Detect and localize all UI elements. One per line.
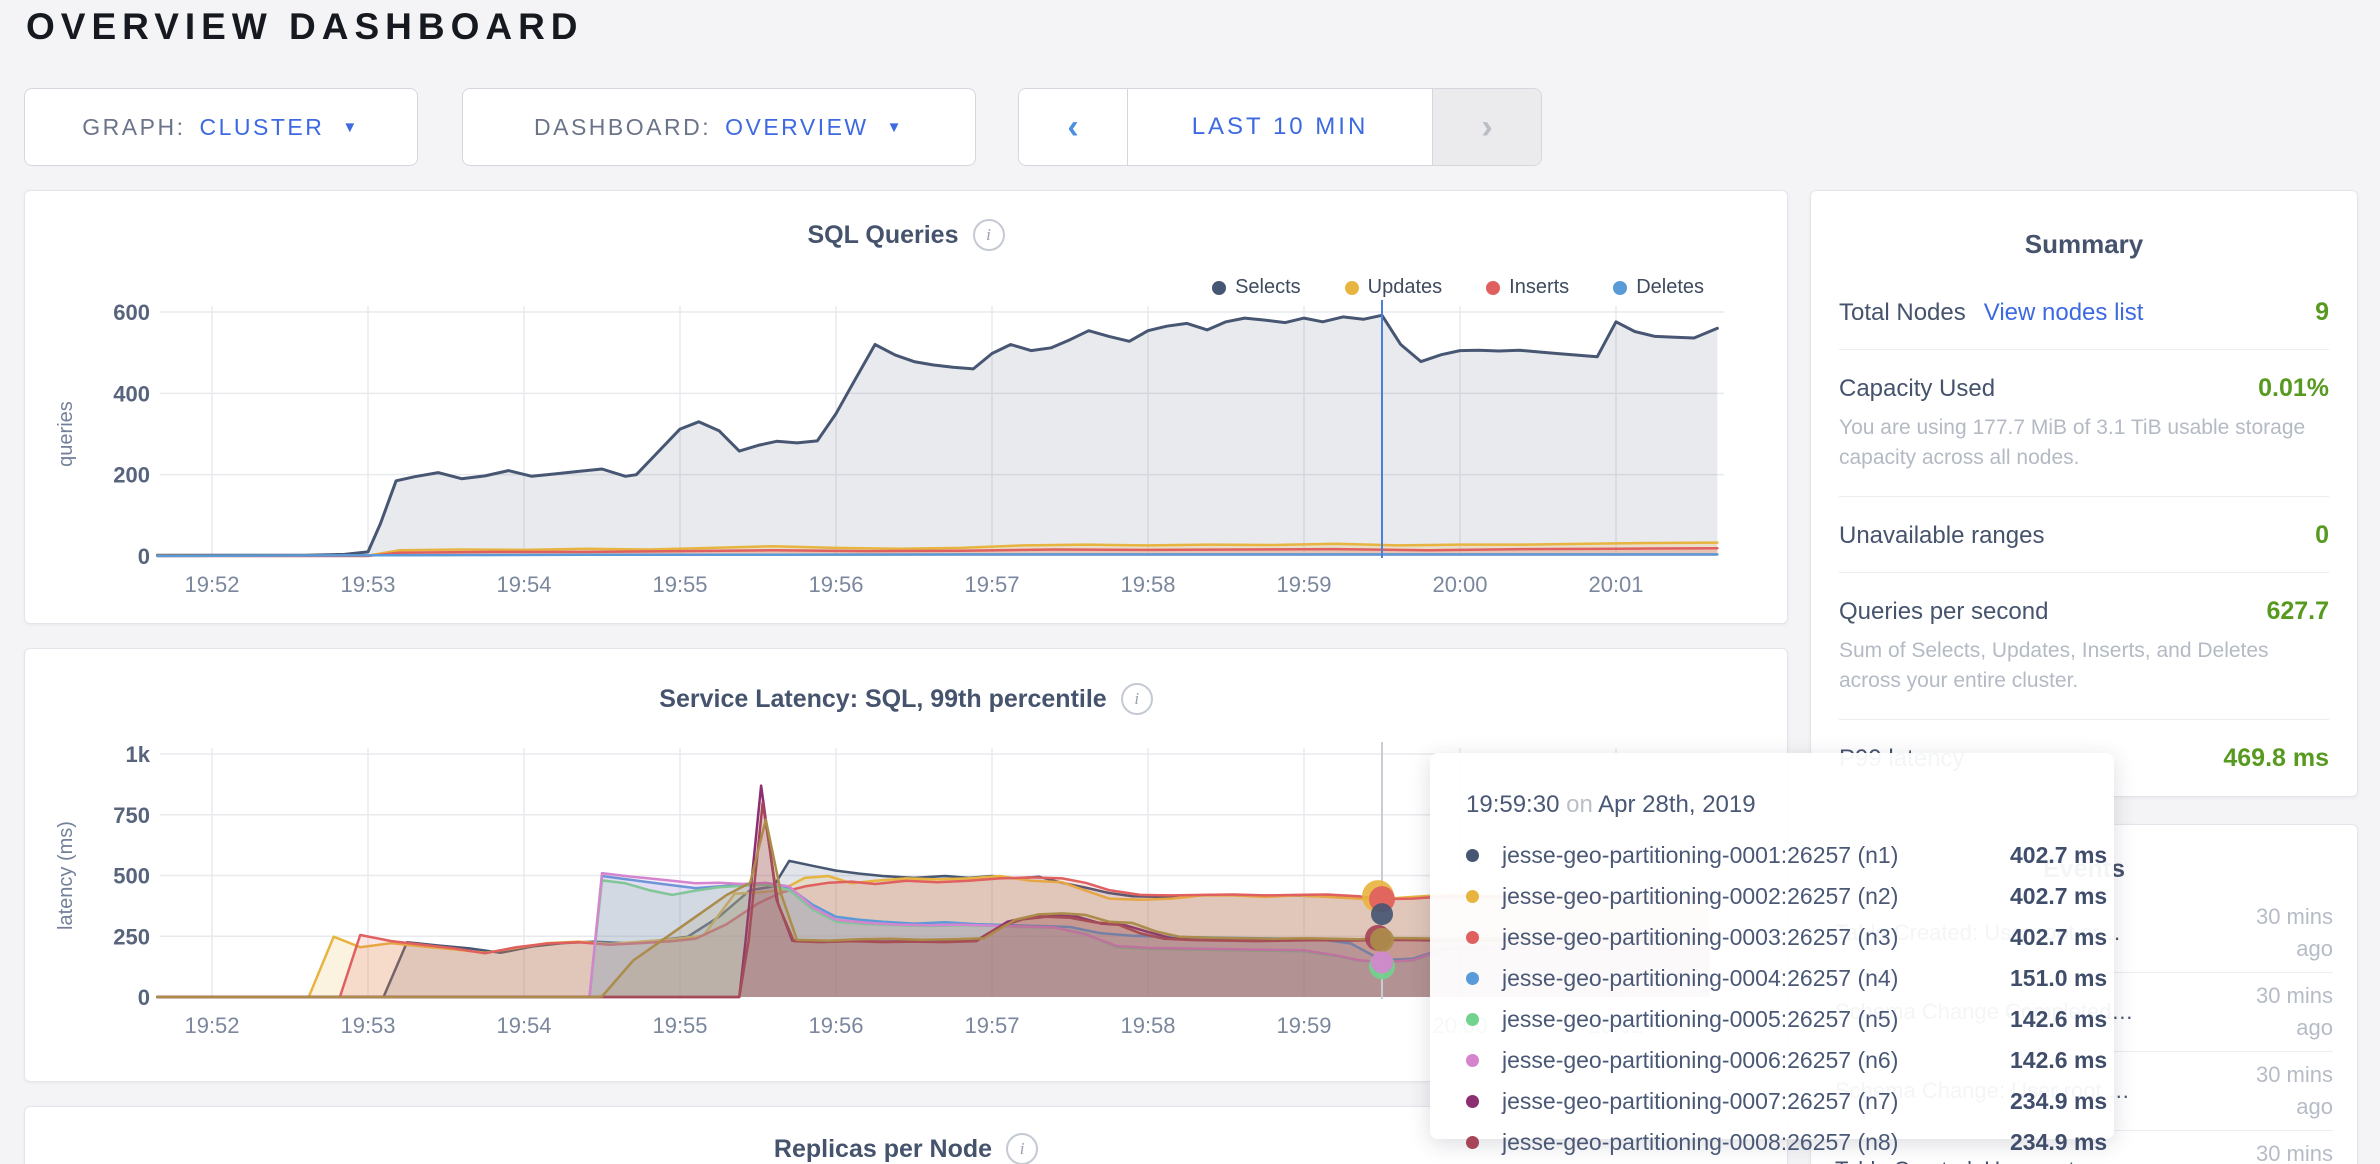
series-dot-icon bbox=[1466, 931, 1479, 944]
series-dot-icon bbox=[1466, 1095, 1479, 1108]
tooltip-date: Apr 28th, 2019 bbox=[1598, 791, 1756, 818]
time-range-selector: ‹ LAST 10 MIN › bbox=[1018, 88, 1542, 166]
tooltip-row: jesse-geo-partitioning-0004:26257 (n4) 15… bbox=[1466, 958, 2114, 999]
tooltip-latency-value: 402.7 ms bbox=[2010, 924, 2108, 950]
chevron-right-icon: › bbox=[1481, 107, 1493, 146]
tooltip-row: jesse-geo-partitioning-0006:26257 (n6) 14… bbox=[1466, 1040, 2114, 1081]
view-nodes-list-link[interactable]: View nodes list bbox=[1983, 299, 2144, 326]
graph-dropdown-value: CLUSTER bbox=[199, 113, 325, 140]
time-range-prev-button[interactable]: ‹ bbox=[1019, 89, 1128, 165]
sql-queries-chart-title: SQL Queries bbox=[807, 220, 959, 249]
tooltip-row: jesse-geo-partitioning-0008:26257 (n8) 23… bbox=[1466, 1122, 2114, 1163]
chevron-left-icon: ‹ bbox=[1067, 107, 1079, 146]
summary-title: Summary bbox=[2024, 229, 2144, 259]
tooltip-row: jesse-geo-partitioning-0005:26257 (n5) 14… bbox=[1466, 999, 2114, 1040]
tooltip-node-name: jesse-geo-partitioning-0006:26257 (n6) bbox=[1502, 1047, 1899, 1073]
graph-dropdown-label: GRAPH: bbox=[82, 113, 186, 140]
info-icon[interactable]: i bbox=[1120, 683, 1153, 715]
capacity-used-value: 0.01% bbox=[2258, 374, 2329, 402]
tooltip-node-name: jesse-geo-partitioning-0003:26257 (n3) bbox=[1502, 924, 1899, 950]
total-nodes-value: 9 bbox=[2315, 298, 2329, 326]
time-range-next-button[interactable]: › bbox=[1432, 89, 1541, 165]
tooltip-timestamp: 19:59:30 on Apr 28th, 2019 bbox=[1466, 791, 2114, 819]
tooltip-node-name: jesse-geo-partitioning-0002:26257 (n2) bbox=[1502, 883, 1899, 909]
queries-per-second-description: Sum of Selects, Updates, Inserts, and De… bbox=[1839, 638, 2269, 693]
legend-dot-icon bbox=[1486, 280, 1501, 295]
legend-item-inserts[interactable]: Inserts bbox=[1486, 276, 1569, 299]
legend-dot-icon bbox=[1212, 280, 1227, 295]
legend-item-selects[interactable]: Selects bbox=[1212, 276, 1301, 299]
tooltip-node-name: jesse-geo-partitioning-0004:26257 (n4) bbox=[1502, 965, 1899, 991]
p99-latency-value: 469.8 ms bbox=[2223, 743, 2329, 772]
capacity-used-label: Capacity Used bbox=[1839, 375, 1996, 402]
tooltip-on: on bbox=[1566, 791, 1593, 818]
chevron-down-icon: ▼ bbox=[342, 118, 360, 136]
page-title: OVERVIEW DASHBOARD bbox=[26, 6, 584, 47]
time-range-label[interactable]: LAST 10 MIN bbox=[1191, 113, 1369, 140]
series-dot-icon bbox=[1466, 849, 1479, 862]
tooltip-row: jesse-geo-partitioning-0002:26257 (n2) 40… bbox=[1466, 876, 2114, 917]
unavailable-ranges-label: Unavailable ranges bbox=[1839, 521, 2045, 549]
legend-label: Selects bbox=[1235, 276, 1301, 298]
tooltip-latency-value: 402.7 ms bbox=[2010, 883, 2108, 909]
legend-dot-icon bbox=[1344, 280, 1359, 295]
legend-dot-icon bbox=[1613, 280, 1628, 295]
tooltip-time: 19:59:30 bbox=[1466, 791, 1560, 818]
series-dot-icon bbox=[1466, 972, 1479, 985]
info-icon[interactable]: i bbox=[1006, 1133, 1039, 1164]
series-dot-icon bbox=[1466, 1054, 1479, 1067]
summary-panel: Summary Total Nodes View nodes list 9 Ca… bbox=[1810, 190, 2358, 797]
tooltip-node-name: jesse-geo-partitioning-0008:26257 (n8) bbox=[1502, 1129, 1899, 1155]
sql-queries-legend: Selects Updates Inserts Deletes bbox=[1212, 276, 1704, 299]
tooltip-latency-value: 234.9 ms bbox=[2010, 1129, 2108, 1155]
tooltip-latency-value: 234.9 ms bbox=[2010, 1088, 2108, 1114]
legend-label: Inserts bbox=[1509, 276, 1570, 298]
legend-label: Updates bbox=[1367, 276, 1443, 298]
series-dot-icon bbox=[1466, 1013, 1479, 1026]
chevron-down-icon: ▼ bbox=[886, 118, 904, 136]
unavailable-ranges-value: 0 bbox=[2315, 520, 2329, 549]
tooltip-row: jesse-geo-partitioning-0007:26257 (n7) 23… bbox=[1466, 1081, 2114, 1122]
legend-item-updates[interactable]: Updates bbox=[1344, 276, 1443, 299]
event-description: Table Created: User root cr… bbox=[1835, 1157, 2221, 1164]
legend-item-deletes[interactable]: Deletes bbox=[1613, 276, 1704, 299]
summary-row-capacity-used: Capacity Used 0.01% You are using 177.7 … bbox=[1839, 350, 2329, 497]
tooltip-row: jesse-geo-partitioning-0003:26257 (n3) 40… bbox=[1466, 917, 2114, 958]
summary-row-unavailable-ranges: Unavailable ranges 0 bbox=[1839, 497, 2329, 573]
total-nodes-label: Total Nodes bbox=[1839, 299, 1966, 326]
series-dot-icon bbox=[1466, 1136, 1479, 1149]
summary-row-queries-per-second: Queries per second 627.7 Sum of Selects,… bbox=[1839, 573, 2329, 720]
tooltip-latency-value: 151.0 ms bbox=[2010, 965, 2108, 991]
dashboard-dropdown-value: OVERVIEW bbox=[725, 113, 869, 140]
service-latency-chart-title: Service Latency: SQL, 99th percentile bbox=[659, 684, 1107, 713]
tooltip-node-name: jesse-geo-partitioning-0005:26257 (n5) bbox=[1502, 1006, 1899, 1032]
tooltip-rows: jesse-geo-partitioning-0001:26257 (n1) 40… bbox=[1466, 835, 2114, 1164]
queries-per-second-value: 627.7 bbox=[2266, 596, 2329, 625]
summary-row-total-nodes: Total Nodes View nodes list 9 bbox=[1839, 274, 2329, 350]
capacity-used-description: You are using 177.7 MiB of 3.1 TiB usabl… bbox=[1839, 416, 2306, 470]
dashboard-dropdown-label: DASHBOARD: bbox=[534, 113, 712, 140]
series-dot-icon bbox=[1466, 890, 1479, 903]
dashboard-dropdown[interactable]: DASHBOARD: OVERVIEW ▼ bbox=[462, 88, 976, 166]
replicas-per-node-chart-title: Replicas per Node bbox=[773, 1134, 993, 1163]
tooltip-latency-value: 142.6 ms bbox=[2010, 1047, 2108, 1073]
graph-dropdown[interactable]: GRAPH: CLUSTER ▼ bbox=[24, 88, 418, 166]
sql-queries-card: SQL Queries i bbox=[24, 190, 1788, 624]
tooltip-latency-value: 402.7 ms bbox=[2010, 842, 2108, 868]
queries-per-second-label: Queries per second bbox=[1839, 597, 2049, 625]
info-icon[interactable]: i bbox=[972, 219, 1005, 251]
tooltip-row: jesse-geo-partitioning-0001:26257 (n1) 40… bbox=[1466, 835, 2114, 876]
tooltip-latency-value: 142.6 ms bbox=[2010, 1006, 2108, 1032]
chart-hover-tooltip: 19:59:30 on Apr 28th, 2019 jesse-geo-par… bbox=[1430, 753, 2114, 1155]
tooltip-node-name: jesse-geo-partitioning-0007:26257 (n7) bbox=[1502, 1088, 1899, 1114]
tooltip-node-name: jesse-geo-partitioning-0001:26257 (n1) bbox=[1502, 842, 1899, 868]
legend-label: Deletes bbox=[1636, 276, 1704, 298]
